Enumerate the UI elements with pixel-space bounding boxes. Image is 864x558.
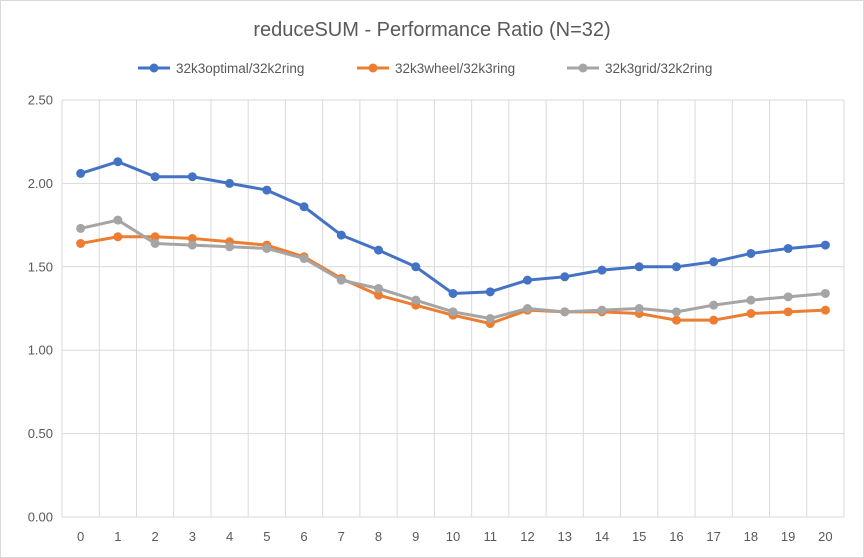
- data-point: [485, 287, 495, 297]
- x-tick-label: 9: [412, 529, 419, 544]
- data-point: [374, 290, 384, 300]
- x-tick-label: 17: [706, 529, 720, 544]
- data-point: [113, 232, 123, 242]
- x-axis: 0 1 2 3 4 5 6 7 8 9 10 11 12 13 14 15 16 17 18 19 20: [77, 529, 833, 544]
- x-tick-label: 16: [669, 529, 683, 544]
- series-line: [79, 160, 827, 295]
- data-point: [76, 168, 86, 178]
- series-layer: [76, 157, 830, 329]
- x-tick-label: 1: [114, 529, 121, 544]
- data-point: [746, 295, 756, 305]
- data-point: [671, 315, 681, 325]
- series-3: [76, 215, 830, 324]
- legend-label: 32k3grid/32k2ring: [605, 61, 712, 76]
- legend-marker: [368, 63, 378, 73]
- x-tick-label: 13: [557, 529, 571, 544]
- legend-item: 32k3wheel/32k3ring: [357, 61, 515, 76]
- data-point: [783, 243, 793, 253]
- data-point: [187, 240, 197, 250]
- y-tick-label: 2.00: [28, 176, 53, 191]
- data-point: [150, 238, 160, 248]
- x-tick-label: 8: [375, 529, 382, 544]
- y-tick-label: 0.00: [28, 510, 53, 525]
- data-point: [671, 307, 681, 317]
- x-tick-label: 3: [189, 529, 196, 544]
- data-point: [336, 275, 346, 285]
- data-point: [225, 178, 235, 188]
- data-point: [411, 295, 421, 305]
- legend: 32k3optimal/32k2ring 32k3wheel/32k3ring 32…: [138, 61, 712, 76]
- legend-item: 32k3grid/32k2ring: [567, 61, 712, 76]
- data-point: [374, 283, 384, 293]
- data-point: [336, 230, 346, 240]
- data-point: [783, 307, 793, 317]
- data-point: [485, 314, 495, 324]
- data-point: [746, 309, 756, 319]
- data-point: [448, 288, 458, 298]
- data-point: [634, 262, 644, 272]
- data-point: [783, 292, 793, 302]
- x-tick-label: 20: [818, 529, 832, 544]
- x-tick-label: 0: [77, 529, 84, 544]
- x-tick-label: 5: [263, 529, 270, 544]
- data-point: [820, 305, 830, 315]
- data-point: [299, 202, 309, 212]
- data-point: [113, 215, 123, 225]
- data-point: [634, 304, 644, 313]
- legend-marker: [578, 63, 588, 73]
- chart-title: reduceSUM - Performance Ratio (N=32): [253, 19, 610, 41]
- data-point: [820, 240, 830, 250]
- data-point: [820, 288, 830, 298]
- y-axis: 0.00 0.50 1.00 1.50 2.00 2.50: [28, 93, 53, 525]
- y-tick-label: 0.50: [28, 426, 53, 441]
- series-1: [76, 157, 830, 298]
- legend-label: 32k3wheel/32k3ring: [395, 61, 515, 76]
- legend-item: 32k3optimal/32k2ring: [138, 61, 304, 76]
- data-point: [187, 233, 197, 243]
- data-point: [709, 257, 719, 267]
- data-point: [150, 232, 160, 242]
- x-tick-label: 19: [781, 529, 795, 544]
- x-tick-label: 4: [226, 529, 233, 544]
- y-tick-label: 1.00: [28, 343, 53, 358]
- data-point: [262, 185, 272, 195]
- data-point: [113, 157, 123, 167]
- x-tick-label: 11: [483, 529, 497, 544]
- data-point: [150, 172, 160, 182]
- data-point: [597, 305, 607, 315]
- data-point: [709, 315, 719, 325]
- data-point: [262, 243, 272, 253]
- x-tick-label: 10: [446, 529, 460, 544]
- data-point: [411, 262, 421, 272]
- data-point: [76, 238, 86, 248]
- x-tick-label: 7: [338, 529, 345, 544]
- data-point: [709, 300, 719, 310]
- data-point: [597, 265, 607, 275]
- data-point: [746, 248, 756, 258]
- data-point: [671, 262, 681, 272]
- x-tick-label: 18: [744, 529, 758, 544]
- data-point: [522, 275, 532, 285]
- legend-label: 32k3optimal/32k2ring: [176, 61, 304, 76]
- x-tick-label: 15: [632, 529, 646, 544]
- legend-marker: [149, 63, 159, 73]
- y-tick-label: 1.50: [28, 259, 53, 274]
- x-tick-label: 2: [151, 529, 158, 544]
- data-point: [299, 253, 309, 263]
- data-point: [560, 307, 570, 317]
- data-point: [522, 304, 532, 313]
- y-tick-label: 2.50: [28, 93, 53, 108]
- data-point: [225, 242, 235, 252]
- data-point: [76, 223, 86, 233]
- x-tick-label: 6: [300, 529, 307, 544]
- data-point: [560, 272, 570, 282]
- x-tick-label: 14: [595, 529, 609, 544]
- data-point: [187, 172, 197, 182]
- data-point: [448, 307, 458, 317]
- x-tick-label: 12: [520, 529, 534, 544]
- data-point: [374, 245, 384, 255]
